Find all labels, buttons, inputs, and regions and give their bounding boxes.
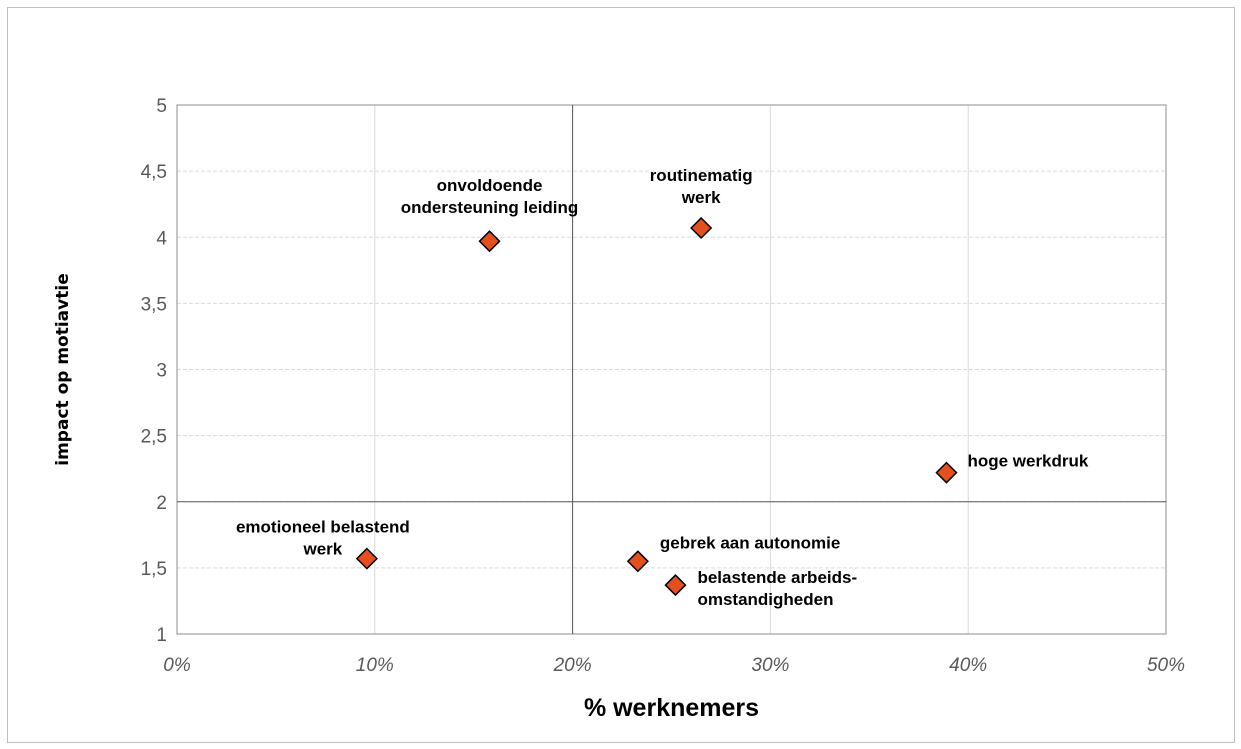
data-label: emotioneel belastend werk	[236, 518, 410, 559]
y-tick-label: 4,5	[141, 162, 167, 183]
y-tick-label: 3	[156, 361, 167, 382]
data-label: hoge werkdruk	[967, 452, 1088, 471]
data-label-line: onvoldoende	[437, 176, 543, 195]
y-tick-label: 1,5	[141, 559, 167, 580]
data-label-line: werk	[681, 188, 721, 207]
data-label-line: omstandigheden	[697, 590, 833, 609]
data-point	[935, 461, 958, 484]
chart-frame	[7, 7, 1235, 743]
reference-lines	[177, 105, 1166, 634]
data-point	[355, 547, 378, 570]
data-label-line: routinematig	[650, 166, 753, 185]
data-label: onvoldoende ondersteuning leiding	[401, 176, 579, 217]
x-axis-title: % werknemers	[584, 694, 759, 722]
y-axis-ticks: 1 1,5 2 2,5 3 3,5 4 4,5 5	[141, 96, 168, 646]
y-tick-label: 1	[156, 625, 167, 646]
x-tick-label: 30%	[751, 655, 789, 676]
x-tick-label: 10%	[356, 655, 394, 676]
x-tick-label: 40%	[949, 655, 987, 676]
data-label-line: hoge werkdruk	[967, 452, 1088, 471]
y-tick-label: 5	[156, 96, 167, 117]
y-tick-label: 4	[156, 228, 167, 249]
data-label-line: belastende arbeids-	[697, 568, 857, 587]
x-tick-label: 50%	[1147, 655, 1185, 676]
data-point	[664, 574, 687, 597]
x-tick-label: 0%	[163, 655, 191, 676]
x-axis-ticks: 0% 10% 20% 30% 40% 50%	[163, 655, 1185, 676]
plot-area	[176, 104, 1167, 635]
data-point	[626, 550, 649, 573]
y-tick-label: 2	[156, 493, 167, 514]
y-tick-label: 2,5	[141, 427, 167, 448]
data-point	[690, 216, 713, 240]
data-point	[478, 230, 501, 253]
data-labels: onvoldoende ondersteuning leiding routinem…	[236, 166, 1089, 609]
y-tick-label: 3,5	[141, 294, 167, 315]
data-label: gebrek aan autonomie	[660, 533, 840, 552]
x-tick-label: 20%	[553, 655, 592, 676]
data-label-line: emotioneel belastend	[236, 518, 410, 537]
data-label-line: ondersteuning leiding	[401, 198, 579, 217]
data-label: routinematig werk	[650, 166, 753, 207]
data-points	[355, 216, 958, 597]
data-label-line: gebrek aan autonomie	[660, 533, 840, 552]
data-label: belastende arbeids-omstandigheden	[697, 568, 857, 609]
data-label-line: werk	[303, 540, 343, 559]
y-axis-title: impact op motiavtie	[53, 273, 73, 465]
